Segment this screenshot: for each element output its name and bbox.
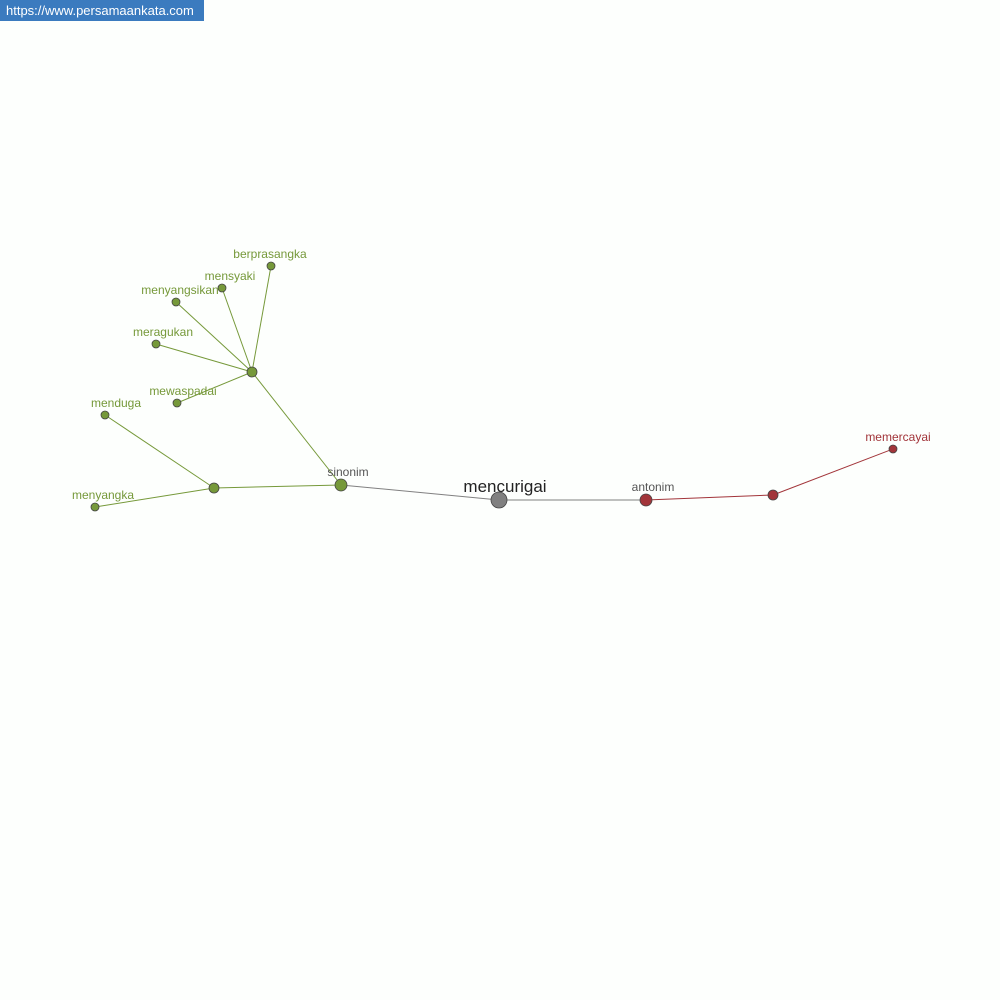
edge-hubB-menduga bbox=[104, 414, 215, 489]
edge-hubA-mensyaki bbox=[221, 287, 253, 373]
center-word-label: mencurigai bbox=[463, 477, 546, 496]
word-label-memercayai[interactable]: memercayai bbox=[865, 430, 930, 444]
node-center[interactable] bbox=[490, 491, 508, 509]
node-hubC[interactable] bbox=[767, 489, 779, 501]
word-label-mewaspadai[interactable]: mewaspadai bbox=[149, 384, 216, 398]
edge-sinonim-hubB bbox=[213, 484, 342, 489]
edge-hubA-menyangsikan bbox=[175, 301, 253, 373]
edge-hubB-menyangka bbox=[94, 487, 215, 508]
node-menyangka[interactable] bbox=[90, 502, 100, 512]
relation-label-sinonim: sinonim bbox=[327, 465, 368, 479]
node-hubB[interactable] bbox=[208, 482, 220, 494]
word-label-menyangsikan[interactable]: menyangsikan bbox=[141, 283, 218, 297]
word-label-mensyaki[interactable]: mensyaki bbox=[205, 269, 256, 283]
edge-hubA-mewaspadai bbox=[176, 371, 253, 404]
edge-sinonim-hubA bbox=[251, 371, 342, 486]
node-sinonim[interactable] bbox=[334, 478, 348, 492]
edge-hubA-berprasangka bbox=[251, 265, 272, 373]
word-label-menyangka[interactable]: menyangka bbox=[72, 488, 134, 502]
word-label-meragukan[interactable]: meragukan bbox=[133, 325, 193, 339]
node-menduga[interactable] bbox=[100, 410, 110, 420]
node-antonim[interactable] bbox=[639, 493, 653, 507]
node-menyangsikan[interactable] bbox=[171, 297, 181, 307]
relation-label-antonim: antonim bbox=[632, 480, 675, 494]
node-mensyaki[interactable] bbox=[217, 283, 227, 293]
node-hubA[interactable] bbox=[246, 366, 258, 378]
word-label-menduga[interactable]: menduga bbox=[91, 396, 141, 410]
edge-hubA-meragukan bbox=[155, 343, 253, 373]
edge-center-sinonim bbox=[340, 484, 500, 501]
site-url-badge[interactable]: https://www.persamaankata.com bbox=[0, 0, 204, 21]
node-berprasangka[interactable] bbox=[266, 261, 276, 271]
edge-hubC-memercayai bbox=[772, 448, 894, 496]
word-label-berprasangka[interactable]: berprasangka bbox=[233, 247, 307, 261]
node-meragukan[interactable] bbox=[151, 339, 161, 349]
node-memercayai[interactable] bbox=[888, 444, 898, 454]
edge-antonim-hubC bbox=[645, 494, 774, 501]
node-mewaspadai[interactable] bbox=[172, 398, 182, 408]
